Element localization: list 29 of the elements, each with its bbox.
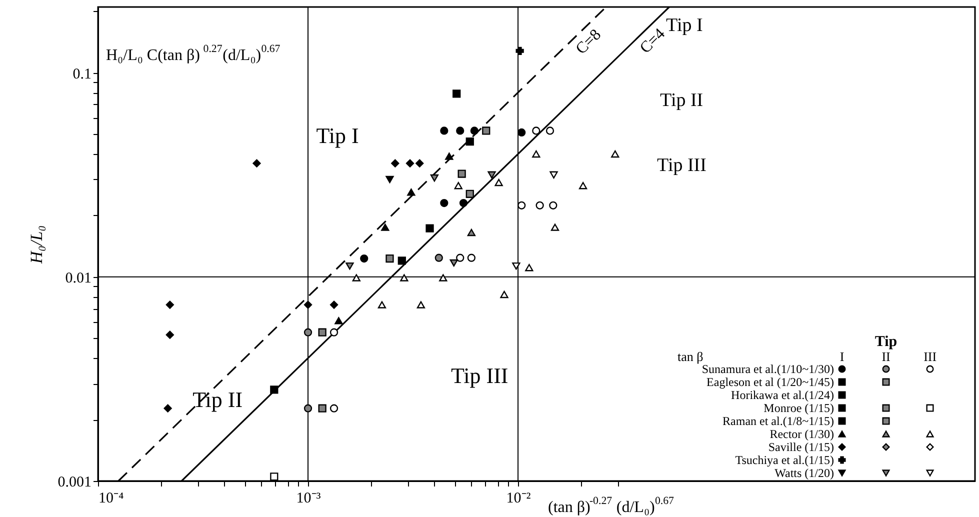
y-axis-title: H₀/L₀ — [26, 225, 46, 265]
annotation: I — [840, 349, 844, 364]
legend-label: Saville (1/15) — [768, 440, 834, 454]
y-tick-label: 0.01 — [65, 270, 92, 286]
legend-label: Eagleson et al (1/20~1/45) — [706, 375, 834, 389]
annotation: tan β — [677, 349, 704, 364]
x-tick-label: 10⁻³ — [296, 490, 322, 506]
annotation: Tip I — [316, 123, 359, 148]
text: C=8 — [572, 26, 604, 58]
legend-label: Watts (1/20) — [774, 466, 834, 480]
annotation: Tip I — [666, 15, 703, 36]
annotation: II — [882, 349, 890, 364]
x-tick-label: 10⁻⁴ — [98, 490, 124, 506]
annotation: Tip III — [657, 155, 706, 176]
legend-label: Rector (1/30) — [770, 427, 834, 441]
annotation: III — [924, 349, 937, 364]
x-tick-label: 10⁻² — [506, 490, 532, 506]
annotation: Tip III — [450, 363, 508, 388]
legend-title: Tip — [874, 334, 898, 350]
y-tick-label: 0.001 — [58, 474, 92, 490]
y-tick-label: 0.1 — [72, 66, 92, 82]
legend-label: Monroe (1/15) — [764, 401, 834, 415]
legend-label: Sunamura et al.(1/10~1/30) — [702, 362, 834, 376]
text: C=4 — [636, 25, 669, 57]
legend-label: Tsuchiya et al.(1/15) — [735, 453, 834, 467]
annotation: Tip II — [660, 90, 704, 111]
annotation: Tip II — [192, 387, 243, 412]
legend-label: Horikawa et al.(1/24) — [731, 388, 834, 402]
legend-label: Raman et al.(1/8~1/15) — [722, 414, 834, 428]
